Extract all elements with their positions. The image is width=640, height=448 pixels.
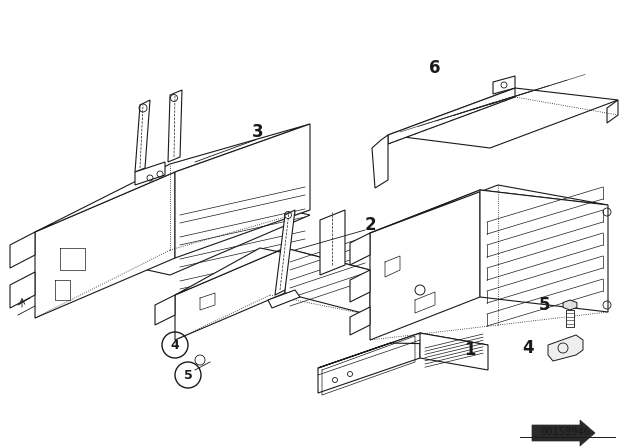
Text: 5: 5 (540, 296, 551, 314)
Text: 5: 5 (184, 369, 193, 382)
Polygon shape (35, 124, 310, 232)
Polygon shape (370, 185, 608, 233)
Polygon shape (493, 76, 515, 94)
Polygon shape (10, 232, 35, 268)
Polygon shape (563, 300, 577, 310)
Text: 4: 4 (171, 339, 179, 352)
Polygon shape (350, 233, 370, 265)
Polygon shape (388, 88, 618, 148)
Polygon shape (135, 162, 165, 185)
Polygon shape (135, 100, 150, 172)
Polygon shape (35, 185, 310, 275)
Polygon shape (350, 307, 370, 335)
Polygon shape (548, 335, 583, 361)
Polygon shape (320, 210, 345, 275)
Text: 3: 3 (252, 123, 264, 141)
Polygon shape (566, 310, 574, 327)
Polygon shape (35, 172, 175, 318)
Polygon shape (532, 420, 595, 446)
Polygon shape (275, 210, 295, 295)
Polygon shape (285, 248, 370, 315)
Text: 1: 1 (464, 341, 476, 359)
Text: 2: 2 (364, 216, 376, 234)
Polygon shape (175, 124, 310, 258)
Polygon shape (168, 90, 182, 162)
Polygon shape (318, 333, 420, 393)
Polygon shape (318, 333, 488, 368)
Text: 4: 4 (522, 339, 534, 357)
Polygon shape (370, 190, 480, 340)
Polygon shape (175, 248, 285, 340)
Polygon shape (480, 190, 608, 312)
Polygon shape (268, 290, 300, 308)
Polygon shape (372, 135, 388, 188)
Polygon shape (155, 295, 175, 325)
Polygon shape (607, 100, 618, 123)
Polygon shape (388, 88, 515, 144)
Text: 6: 6 (429, 59, 441, 77)
Polygon shape (420, 333, 488, 370)
Polygon shape (350, 270, 370, 302)
Polygon shape (175, 248, 370, 295)
Text: 00159946: 00159946 (540, 427, 590, 437)
Polygon shape (10, 272, 35, 308)
